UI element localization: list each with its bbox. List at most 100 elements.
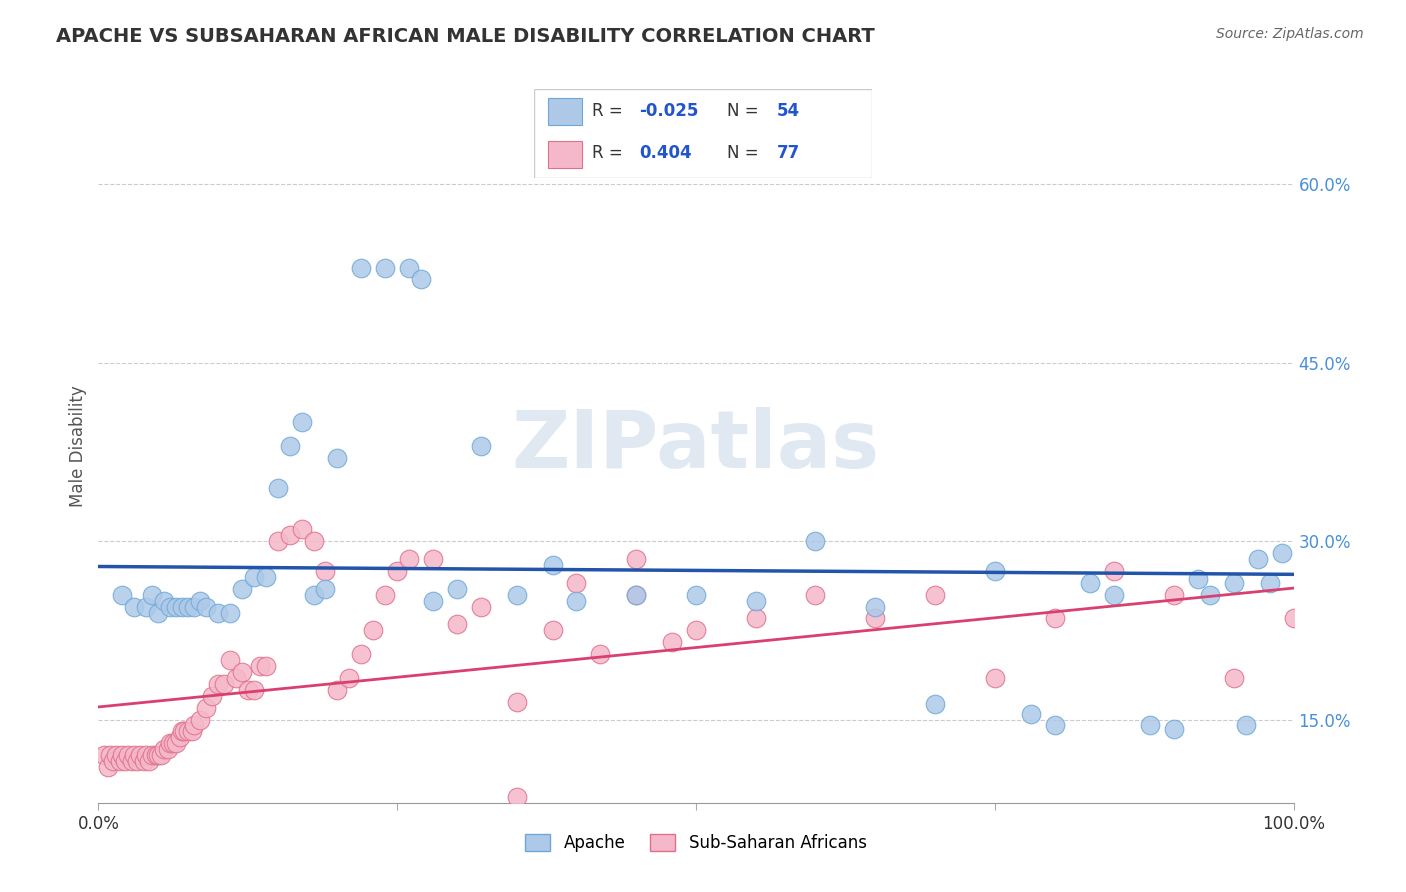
Point (267, 534, 290, 549)
Point (195, 700, 218, 714)
Point (326, 682, 349, 697)
Point (207, 677, 229, 691)
Point (541, 624, 564, 638)
Point (231, 665, 253, 679)
Point (278, 439, 301, 453)
Point (745, 593, 768, 607)
Text: 77: 77 (778, 145, 800, 162)
Point (236, 682, 259, 697)
Point (172, 724, 194, 739)
Point (124, 748, 146, 763)
Point (165, 599, 187, 614)
Point (124, 599, 146, 614)
Point (188, 593, 211, 607)
Point (243, 570, 266, 584)
Point (1019, 706, 1042, 721)
Point (1223, 575, 1246, 590)
Point (1258, 575, 1281, 590)
Point (141, 748, 163, 763)
Point (804, 588, 827, 602)
Point (374, 588, 396, 602)
Y-axis label: Male Disability: Male Disability (69, 385, 87, 507)
Point (470, 599, 492, 614)
Text: N =: N = (727, 145, 763, 162)
Point (180, 724, 202, 739)
Point (804, 534, 827, 549)
Text: 0.404: 0.404 (638, 145, 692, 162)
Point (350, 260, 373, 275)
Point (398, 552, 420, 566)
Point (589, 647, 612, 661)
Point (129, 748, 152, 763)
Point (565, 575, 588, 590)
Point (249, 659, 271, 673)
Point (111, 748, 134, 763)
Point (315, 564, 337, 578)
Point (626, 588, 648, 602)
Point (132, 754, 155, 768)
Bar (548, 98, 582, 125)
Point (411, 272, 433, 286)
Point (267, 481, 290, 495)
Point (924, 697, 946, 711)
Point (165, 736, 187, 750)
Point (1104, 588, 1126, 602)
Point (219, 653, 242, 667)
Point (172, 599, 194, 614)
Point (565, 593, 588, 607)
Point (212, 677, 235, 691)
Point (93, 748, 115, 763)
FancyBboxPatch shape (534, 89, 872, 178)
Point (169, 731, 191, 745)
Point (685, 588, 707, 602)
Point (125, 754, 148, 768)
Point (1043, 718, 1066, 732)
Point (541, 558, 564, 572)
Point (315, 582, 337, 596)
Point (225, 671, 247, 685)
Point (291, 522, 314, 536)
Point (243, 682, 266, 697)
Point (183, 718, 205, 732)
Point (1043, 611, 1066, 625)
Point (1187, 572, 1209, 586)
Bar (548, 141, 582, 168)
Point (626, 552, 648, 566)
Point (446, 617, 468, 632)
Point (1223, 671, 1246, 685)
Point (138, 754, 160, 768)
Point (162, 736, 184, 750)
Point (195, 599, 218, 614)
Point (924, 588, 946, 602)
Point (97, 760, 120, 774)
Point (101, 754, 124, 768)
Point (984, 671, 1007, 685)
Point (1234, 718, 1257, 732)
Point (339, 671, 361, 685)
Point (1163, 588, 1185, 602)
Text: 54: 54 (778, 102, 800, 120)
Text: Source: ZipAtlas.com: Source: ZipAtlas.com (1216, 27, 1364, 41)
Point (350, 647, 373, 661)
Point (135, 599, 157, 614)
Point (745, 611, 768, 625)
Point (153, 742, 176, 756)
Point (470, 439, 492, 453)
Point (446, 582, 468, 596)
Point (374, 260, 396, 275)
Point (278, 528, 301, 542)
Point (385, 564, 409, 578)
Point (363, 624, 385, 638)
Point (148, 606, 170, 620)
Point (865, 599, 887, 614)
Point (1199, 588, 1222, 602)
Point (219, 606, 242, 620)
Point (984, 564, 1007, 578)
Point (422, 552, 444, 566)
Point (506, 789, 529, 804)
Point (254, 570, 277, 584)
Point (506, 695, 529, 709)
Point (98, 748, 122, 763)
Point (685, 624, 707, 638)
Text: N =: N = (727, 102, 763, 120)
